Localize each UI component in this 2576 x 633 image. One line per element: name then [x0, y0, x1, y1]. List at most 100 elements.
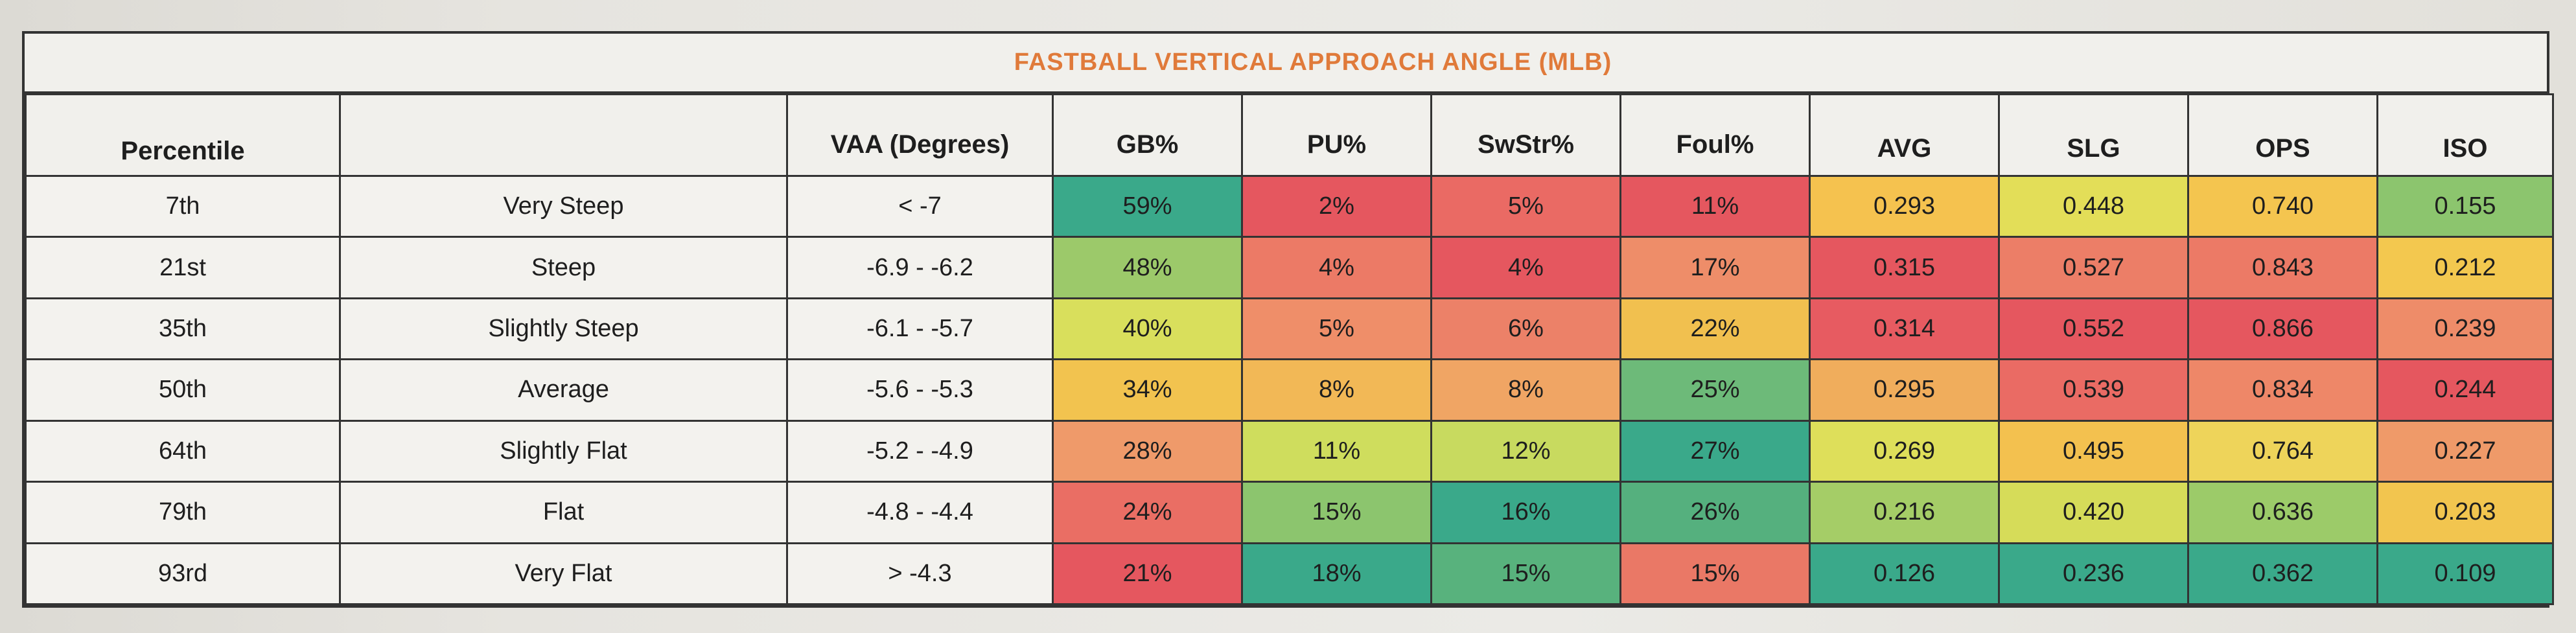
cell-foul: 15% [1619, 542, 1811, 606]
col-header-slg: SLG [1998, 93, 2189, 177]
cell-vaa: -4.8 - -4.4 [786, 481, 1054, 544]
cell-swstr: 5% [1430, 174, 1621, 238]
cell-vaa: -5.2 - -4.9 [786, 419, 1054, 483]
cell-pu: 18% [1241, 542, 1432, 606]
cell-foul: 27% [1619, 419, 1811, 483]
cell-ops: 0.843 [2187, 236, 2378, 299]
cell-pu: 4% [1241, 236, 1432, 299]
cell-vaa: < -7 [786, 174, 1054, 238]
cell-vaa: -5.6 - -5.3 [786, 358, 1054, 422]
table-row: 21st Steep -6.9 - -6.2 48% 4% 4% 17% 0.3… [25, 236, 2554, 299]
cell-label: Very Steep [339, 174, 788, 238]
cell-percentile: 50th [25, 358, 341, 422]
vaa-table-sheet: FASTBALL VERTICAL APPROACH ANGLE (MLB) P… [22, 31, 2554, 608]
header-row: Percentile VAA (Degrees) GB% PU% SwStr% … [25, 93, 2554, 177]
table-title-bar: FASTBALL VERTICAL APPROACH ANGLE (MLB) [25, 34, 2547, 93]
cell-iso: 0.212 [2376, 236, 2554, 299]
cell-pu: 5% [1241, 297, 1432, 361]
cell-slg: 0.527 [1998, 236, 2189, 299]
cell-label: Slightly Flat [339, 419, 788, 483]
cell-label: Steep [339, 236, 788, 299]
cell-percentile: 93rd [25, 542, 341, 606]
cell-iso: 0.155 [2376, 174, 2554, 238]
cell-label: Average [339, 358, 788, 422]
cell-gb: 28% [1052, 419, 1243, 483]
cell-iso: 0.109 [2376, 542, 2554, 606]
cell-foul: 26% [1619, 481, 1811, 544]
table-title: FASTBALL VERTICAL APPROACH ANGLE (MLB) [1014, 49, 1612, 76]
table-row: 35th Slightly Steep -6.1 - -5.7 40% 5% 6… [25, 297, 2554, 361]
col-header-avg: AVG [1809, 93, 2000, 177]
cell-vaa: -6.1 - -5.7 [786, 297, 1054, 361]
cell-ops: 0.764 [2187, 419, 2378, 483]
cell-avg: 0.293 [1809, 174, 2000, 238]
cell-iso: 0.244 [2376, 358, 2554, 422]
cell-foul: 22% [1619, 297, 1811, 361]
cell-gb: 21% [1052, 542, 1243, 606]
cell-avg: 0.315 [1809, 236, 2000, 299]
cell-slg: 0.539 [1998, 358, 2189, 422]
cell-label: Slightly Steep [339, 297, 788, 361]
cell-swstr: 16% [1430, 481, 1621, 544]
cell-slg: 0.448 [1998, 174, 2189, 238]
cell-gb: 40% [1052, 297, 1243, 361]
cell-label: Very Flat [339, 542, 788, 606]
cell-swstr: 4% [1430, 236, 1621, 299]
table-row: 93rd Very Flat > -4.3 21% 18% 15% 15% 0.… [25, 542, 2554, 606]
cell-iso: 0.203 [2376, 481, 2554, 544]
cell-slg: 0.236 [1998, 542, 2189, 606]
cell-pu: 15% [1241, 481, 1432, 544]
cell-slg: 0.552 [1998, 297, 2189, 361]
cell-swstr: 8% [1430, 358, 1621, 422]
cell-percentile: 21st [25, 236, 341, 299]
cell-pu: 11% [1241, 419, 1432, 483]
cell-swstr: 12% [1430, 419, 1621, 483]
col-header-swstr: SwStr% [1430, 93, 1621, 177]
table-row: 7th Very Steep < -7 59% 2% 5% 11% 0.293 … [25, 174, 2554, 238]
cell-foul: 11% [1619, 174, 1811, 238]
cell-gb: 34% [1052, 358, 1243, 422]
cell-foul: 17% [1619, 236, 1811, 299]
cell-ops: 0.636 [2187, 481, 2378, 544]
cell-percentile: 64th [25, 419, 341, 483]
cell-vaa: -6.9 - -6.2 [786, 236, 1054, 299]
col-header-foul: Foul% [1619, 93, 1811, 177]
cell-avg: 0.314 [1809, 297, 2000, 361]
col-header-label [339, 93, 788, 177]
cell-iso: 0.227 [2376, 419, 2554, 483]
col-header-vaa: VAA (Degrees) [786, 93, 1054, 177]
cell-ops: 0.834 [2187, 358, 2378, 422]
cell-ops: 0.866 [2187, 297, 2378, 361]
cell-ops: 0.740 [2187, 174, 2378, 238]
cell-gb: 59% [1052, 174, 1243, 238]
cell-avg: 0.126 [1809, 542, 2000, 606]
cell-swstr: 15% [1430, 542, 1621, 606]
cell-slg: 0.495 [1998, 419, 2189, 483]
cell-avg: 0.216 [1809, 481, 2000, 544]
cell-slg: 0.420 [1998, 481, 2189, 544]
cell-avg: 0.295 [1809, 358, 2000, 422]
cell-foul: 25% [1619, 358, 1811, 422]
cell-pu: 2% [1241, 174, 1432, 238]
cell-percentile: 79th [25, 481, 341, 544]
cell-avg: 0.269 [1809, 419, 2000, 483]
cell-iso: 0.239 [2376, 297, 2554, 361]
col-header-ops: OPS [2187, 93, 2378, 177]
table-row: 50th Average -5.6 - -5.3 34% 8% 8% 25% 0… [25, 358, 2554, 422]
col-header-pu: PU% [1241, 93, 1432, 177]
cell-percentile: 35th [25, 297, 341, 361]
cell-gb: 24% [1052, 481, 1243, 544]
table-row: 64th Slightly Flat -5.2 - -4.9 28% 11% 1… [25, 419, 2554, 483]
cell-vaa: > -4.3 [786, 542, 1054, 606]
col-header-iso: ISO [2376, 93, 2554, 177]
col-header-percentile: Percentile [25, 93, 341, 177]
cell-pu: 8% [1241, 358, 1432, 422]
cell-gb: 48% [1052, 236, 1243, 299]
cell-swstr: 6% [1430, 297, 1621, 361]
cell-label: Flat [339, 481, 788, 544]
table-row: 79th Flat -4.8 - -4.4 24% 15% 16% 26% 0.… [25, 481, 2554, 544]
cell-ops: 0.362 [2187, 542, 2378, 606]
vaa-data-table: Percentile VAA (Degrees) GB% PU% SwStr% … [25, 93, 2554, 606]
cell-percentile: 7th [25, 174, 341, 238]
